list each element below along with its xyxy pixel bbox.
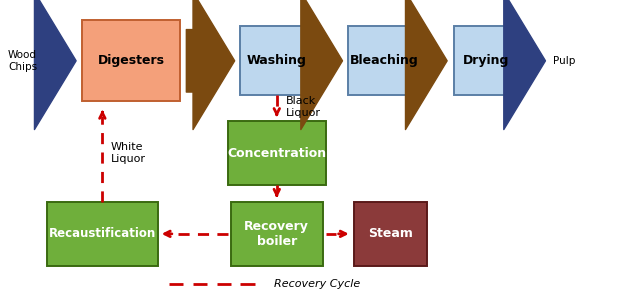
Text: Recaustification: Recaustification [49, 227, 156, 240]
Text: Pulp: Pulp [553, 56, 575, 66]
FancyBboxPatch shape [240, 26, 313, 95]
Text: Digesters: Digesters [97, 54, 164, 67]
Text: White
Liquor: White Liquor [111, 142, 146, 164]
FancyBboxPatch shape [47, 202, 158, 266]
FancyBboxPatch shape [355, 202, 427, 266]
FancyBboxPatch shape [227, 121, 326, 185]
Text: Wood
Chips: Wood Chips [8, 50, 37, 72]
Text: Black
Liquor: Black Liquor [286, 96, 321, 118]
FancyBboxPatch shape [82, 21, 180, 101]
FancyBboxPatch shape [348, 26, 421, 95]
Text: Steam: Steam [369, 227, 413, 240]
Text: Drying: Drying [463, 54, 509, 67]
Text: Recovery Cycle: Recovery Cycle [273, 279, 360, 289]
Text: Bleaching: Bleaching [350, 54, 419, 67]
Text: Recovery
boiler: Recovery boiler [244, 220, 309, 248]
FancyBboxPatch shape [231, 202, 323, 266]
Text: Washing: Washing [247, 54, 307, 67]
Text: Concentration: Concentration [227, 147, 327, 160]
FancyBboxPatch shape [454, 26, 518, 95]
